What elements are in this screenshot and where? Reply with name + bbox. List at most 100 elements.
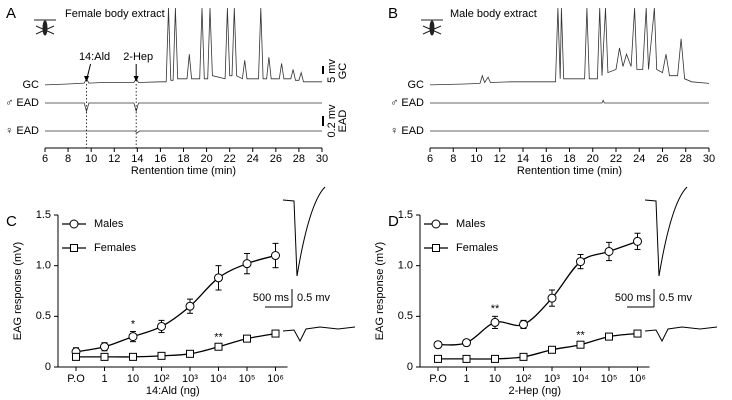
trace-line — [430, 99, 709, 104]
scale-label: 0.5 mv — [297, 292, 331, 304]
x-tick-label: 30 — [703, 153, 715, 165]
x-tick-label: 22 — [610, 153, 622, 165]
data-point — [271, 329, 280, 338]
trace-line — [45, 130, 322, 134]
x-tick-label: 10⁶ — [267, 373, 284, 385]
trace-label: ♂ EAD — [5, 97, 39, 109]
x-tick-label: 24 — [247, 153, 259, 165]
x-tick-label: 10⁶ — [629, 373, 646, 385]
x-tick-label: 10⁴ — [210, 373, 227, 385]
data-point — [491, 354, 499, 363]
x-tick-label: 20 — [200, 153, 212, 165]
arrow-head — [133, 76, 139, 82]
x-tick-label: 18 — [177, 153, 189, 165]
trace-line — [44, 7, 322, 86]
x-axis-label: Rentention time (min) — [517, 165, 622, 177]
trace-line — [429, 7, 710, 86]
trace-label: ♀ EAD — [390, 125, 424, 137]
y-axis-label: EAG response (mV) — [12, 242, 24, 340]
x-tick-label: 22 — [224, 153, 236, 165]
panel-letter: D — [388, 213, 399, 230]
data-point — [519, 319, 528, 329]
scale-label: EAD — [337, 110, 349, 133]
x-tick-label: 6 — [42, 153, 48, 165]
inset-trace — [282, 326, 356, 343]
inset-trace — [644, 326, 718, 343]
mosquito-icon — [34, 19, 56, 36]
data-point — [186, 349, 194, 358]
scale-label: 5 mv — [326, 59, 338, 83]
x-tick-label: 16 — [154, 153, 166, 165]
x-tick-label: 14 — [517, 153, 529, 165]
x-tick-label: 28 — [680, 153, 692, 165]
x-tick-label: 10³ — [182, 373, 198, 385]
data-point — [462, 354, 471, 363]
x-tick-label: 10² — [516, 373, 532, 385]
data-point — [214, 273, 223, 283]
x-tick-label: 10⁴ — [572, 373, 589, 385]
x-tick-label: 24 — [633, 153, 645, 165]
legend-marker — [70, 244, 78, 252]
data-point — [157, 321, 166, 331]
arrow-head — [84, 76, 90, 82]
panel-title: Male body extract — [450, 8, 537, 20]
x-tick-label: 10 — [127, 373, 139, 385]
significance: * — [131, 318, 136, 330]
scale-label: 500 ms — [615, 292, 652, 304]
x-tick-label: 10⁵ — [239, 373, 256, 385]
y-tick-label: 1.5 — [36, 209, 51, 221]
legend-label: Males — [456, 218, 486, 230]
x-axis-label: Rentention time (min) — [131, 165, 236, 177]
data-point — [100, 342, 109, 352]
x-tick-label: 10² — [154, 373, 170, 385]
x-tick-label: 6 — [427, 153, 433, 165]
x-tick-label: 12 — [494, 153, 506, 165]
panel-letter: A — [6, 5, 16, 22]
fit-curve — [437, 240, 638, 346]
significance: ** — [491, 303, 500, 315]
x-tick-label: P.O — [67, 373, 85, 385]
data-point — [633, 236, 642, 246]
data-point — [633, 329, 642, 338]
data-point — [100, 352, 109, 361]
y-tick-label: 1.5 — [398, 209, 413, 221]
mosquito-icon — [421, 19, 443, 36]
legend-label: Males — [94, 218, 124, 230]
data-point — [72, 352, 80, 361]
data-point — [605, 332, 613, 341]
x-axis-label: 2-Hep (ng) — [508, 385, 561, 397]
inset-trace — [644, 186, 688, 277]
significance: ** — [576, 330, 585, 342]
scale-label: GC — [337, 63, 349, 80]
data-point — [547, 293, 557, 303]
data-point — [271, 251, 280, 261]
x-tick-label: 1 — [101, 373, 107, 385]
data-point — [433, 340, 443, 350]
significance: ** — [214, 332, 223, 344]
y-tick-label: 1.0 — [398, 260, 413, 272]
x-tick-label: 10 — [85, 153, 97, 165]
x-tick-label: P.O — [429, 373, 447, 385]
x-tick-label: 10³ — [544, 373, 560, 385]
x-tick-label: 30 — [316, 153, 328, 165]
scale-label: 500 ms — [253, 292, 290, 304]
x-axis-label: 14:Ald (ng) — [146, 385, 200, 397]
panel-title: Female body extract — [65, 8, 165, 20]
legend-label: Females — [94, 242, 137, 254]
trace-label: GC — [23, 79, 40, 91]
x-tick-label: 14 — [131, 153, 143, 165]
peak-label: 14:Ald — [79, 51, 110, 63]
data-point — [242, 259, 252, 269]
panel-letter: C — [6, 213, 17, 230]
x-tick-label: 10 — [470, 153, 482, 165]
panel-letter: B — [388, 5, 398, 22]
data-point — [548, 345, 556, 354]
x-tick-label: 20 — [587, 153, 599, 165]
x-tick-label: 12 — [108, 153, 120, 165]
trace-label: ♂ EAD — [390, 97, 424, 109]
data-point — [214, 342, 223, 351]
x-tick-label: 26 — [656, 153, 668, 165]
data-point — [434, 354, 442, 363]
x-tick-label: 8 — [450, 153, 456, 165]
